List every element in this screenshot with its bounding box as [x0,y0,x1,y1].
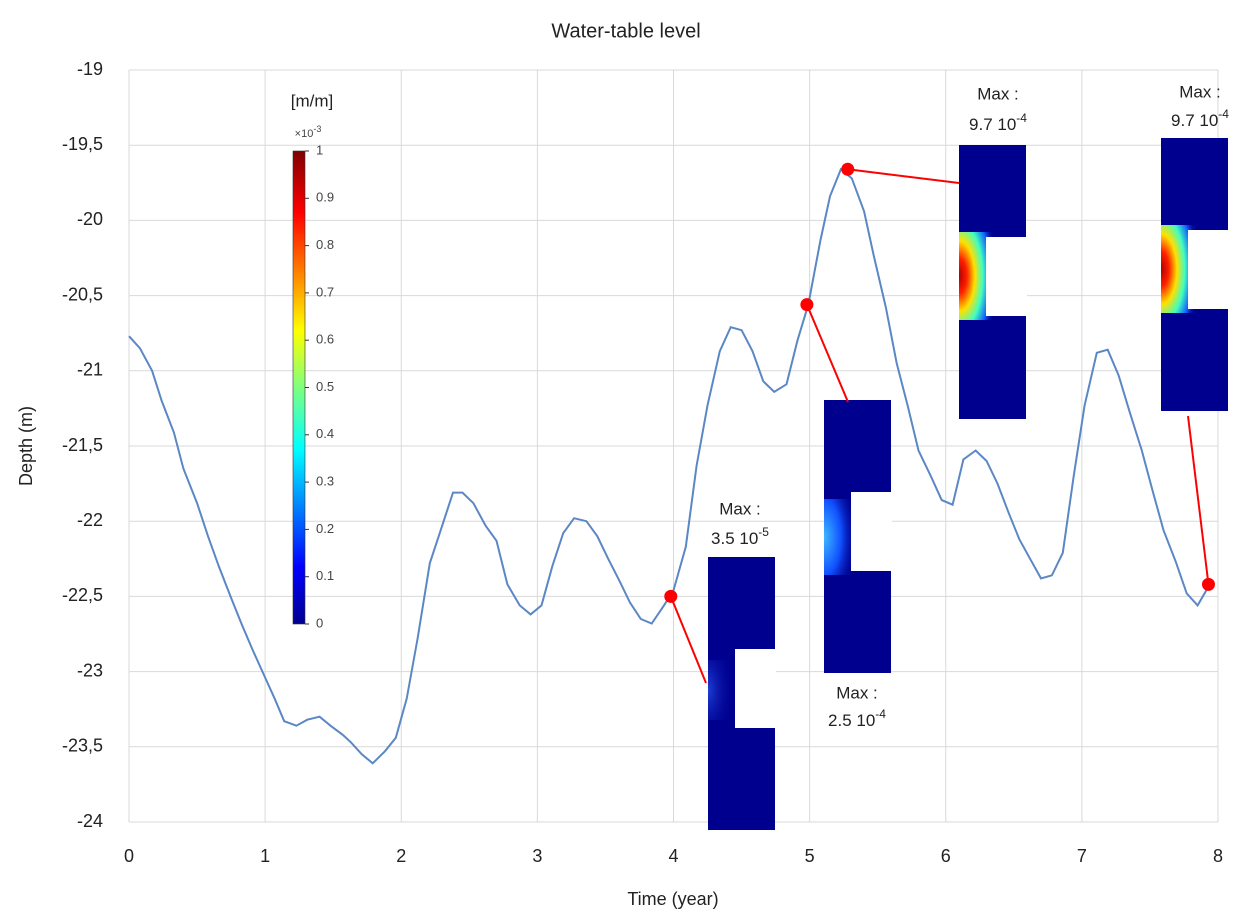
inset [959,145,1027,419]
x-tick-label: 3 [532,846,542,866]
inset-label: Max : [719,499,761,518]
inset-notch [1188,230,1229,309]
colorbar-tick-label: 0.9 [316,190,334,205]
highlight-point [841,162,855,176]
y-tick-label: -22,5 [62,585,103,605]
y-tick-label: -19 [77,59,103,79]
x-tick-label: 0 [124,846,134,866]
colorbar-tick-label: 0.1 [316,568,334,583]
inset [1161,138,1229,411]
inset-max: 9.7 10-4 [1171,107,1229,130]
x-tick-label: 5 [805,846,815,866]
colorbar-multiplier: ×10-3 [295,124,322,140]
inset-max: 9.7 10-4 [969,111,1027,134]
inset-notch [986,237,1027,316]
colorbar-tick-label: 0.7 [316,284,334,299]
x-tick-label: 2 [396,846,406,866]
multiplier-exponent: -3 [313,124,321,134]
inset [824,400,892,673]
colorbar-tick-label: 0.3 [316,474,334,489]
highlight-point [800,298,814,312]
inset-max-value: 3.5 10 [711,529,758,548]
colorbar-tick-label: 0 [316,615,323,630]
inset-notch [735,649,776,728]
inset-label: Max : [836,683,878,702]
y-tick-label: -20 [77,209,103,229]
inset-max-value: 9.7 10 [1171,111,1218,130]
inset-max-value: 9.7 10 [969,115,1016,134]
y-tick-label: -19,5 [62,134,103,154]
data-line [128,167,1211,765]
inset-notch [851,492,892,571]
inset-max-exponent: -5 [758,525,769,539]
x-tick-label: 4 [668,846,678,866]
highlight-point [1201,577,1215,591]
y-tick-label: -24 [77,811,103,831]
colorbar-label: [m/m] [291,91,334,110]
x-tick-label: 7 [1077,846,1087,866]
colorbar [292,150,306,625]
y-tick-label: -21,5 [62,435,103,455]
connector [1187,415,1210,585]
connector [669,596,707,684]
colorbar-tick-label: 0.2 [316,521,334,536]
inset-max-exponent: -4 [1218,107,1229,121]
colorbar-tick-label: 0.5 [316,379,334,394]
y-tick-label: -20,5 [62,284,103,304]
colorbar-tick-label: 0.6 [316,332,334,347]
inset-max-value: 2.5 10 [828,711,875,730]
x-tick-label: 1 [260,846,270,866]
inset-max: 3.5 10-5 [711,525,769,548]
multiplier: ×10 [295,128,314,140]
x-tick-label: 8 [1213,846,1223,866]
chart-title: Water-table level [551,20,700,42]
highlight-point [664,589,678,603]
inset-label: Max : [977,84,1019,103]
inset-label: Max : [1179,82,1221,101]
connector [847,168,960,184]
colorbar-tick-label: 1 [316,142,323,157]
inset [708,557,776,830]
inset-max-exponent: -4 [1016,111,1027,125]
inset-max: 2.5 10-4 [828,707,886,730]
connector [805,304,849,403]
inset-max-exponent: -4 [875,707,886,721]
colorbar-tick-label: 0.8 [316,237,334,252]
y-tick-label: -23 [77,660,103,680]
inset-glow [708,660,735,720]
colorbar-tick-label: 0.4 [316,426,334,441]
x-tick-label: 6 [941,846,951,866]
y-tick-label: -22 [77,510,103,530]
y-tick-label: -21 [77,360,103,380]
y-axis-label: Depth (m) [16,406,36,486]
grid [128,69,1219,823]
y-tick-label: -23,5 [62,736,103,756]
x-axis-label: Time (year) [627,889,718,909]
